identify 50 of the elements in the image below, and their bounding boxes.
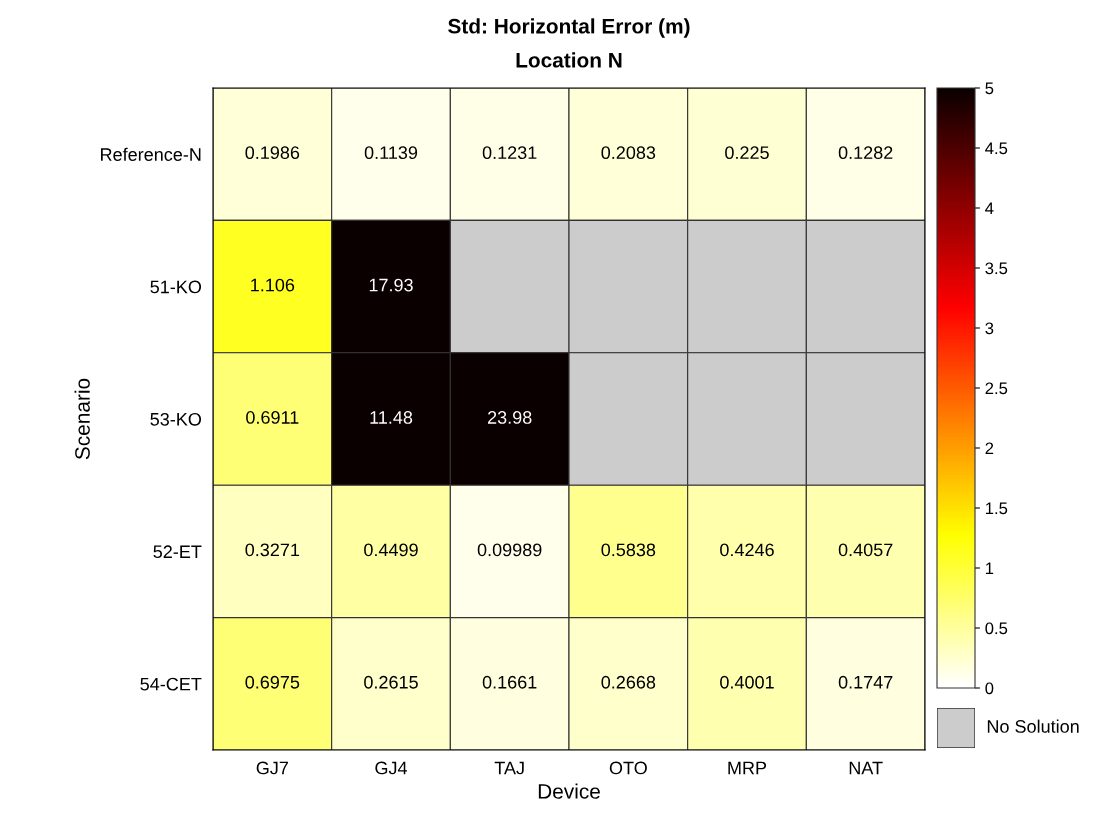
chart-title: Std: Horizontal Error (m): [448, 18, 690, 38]
color-bar-label: 1: [985, 562, 994, 575]
data-label: 0.3271: [245, 543, 300, 557]
color-bar-label: 4.5: [985, 142, 1008, 155]
color-bar-label: 5: [985, 82, 994, 95]
color-bar-label: 0.5: [985, 622, 1008, 635]
chart-subtitle: Location N: [516, 52, 622, 68]
color-bar-label: 1.5: [985, 502, 1008, 515]
data-label: 0.2083: [601, 146, 656, 160]
y-axis-title: Scenario: [74, 378, 90, 460]
data-label: 1.106: [251, 278, 295, 292]
data-label: 0.6975: [245, 675, 300, 689]
data-label: 23.98: [487, 411, 532, 424]
x-tick-label: MRP: [728, 761, 767, 775]
y-tick-label: 51-KO: [150, 280, 202, 294]
x-tick-label: TAJ: [494, 761, 524, 775]
data-label: 0.225: [725, 146, 769, 160]
data-label: 0.1139: [364, 146, 418, 160]
data-label: 0.5838: [601, 543, 656, 557]
data-label: 0.2615: [364, 675, 418, 689]
color-bar-label: 3: [985, 322, 994, 335]
x-tick-label: NAT: [849, 761, 883, 775]
data-label: 0.4057: [838, 543, 893, 557]
x-axis-title: Device: [538, 783, 600, 799]
data-label: 0.1231: [482, 146, 537, 160]
data-label: 0.1661: [482, 675, 537, 689]
y-tick-label: 54-CET: [140, 677, 202, 691]
color-bar-label: 3.5: [985, 262, 1008, 275]
color-bar-label: 4: [985, 202, 994, 215]
data-label: 0.1747: [838, 675, 893, 689]
data-label: 0.1282: [838, 146, 893, 160]
data-label: 0.2668: [601, 675, 656, 689]
data-label: 0.4246: [720, 543, 774, 557]
data-label: 11.48: [370, 411, 413, 424]
y-tick-label: 53-KO: [150, 412, 202, 426]
text: No Solution: [987, 719, 1079, 733]
data-label: 17.93: [369, 278, 413, 292]
data-label: 0.4499: [364, 543, 418, 557]
data-label: 0.09989: [477, 543, 542, 557]
data-label: 0.6911: [246, 411, 299, 424]
data-label: 0.1986: [245, 146, 300, 160]
y-tick-label: Reference-N: [101, 147, 201, 161]
x-tick-label: GJ7: [256, 761, 288, 775]
color-bar-label: 0: [985, 682, 994, 695]
x-tick-label: OTO: [609, 761, 647, 775]
color-bar-label: 2.5: [985, 382, 1008, 395]
color-bar-label: 2: [985, 442, 994, 455]
x-tick-label: GJ4: [375, 761, 408, 775]
data-label: 0.4001: [720, 675, 774, 689]
y-tick-label: 52-ET: [153, 545, 202, 559]
